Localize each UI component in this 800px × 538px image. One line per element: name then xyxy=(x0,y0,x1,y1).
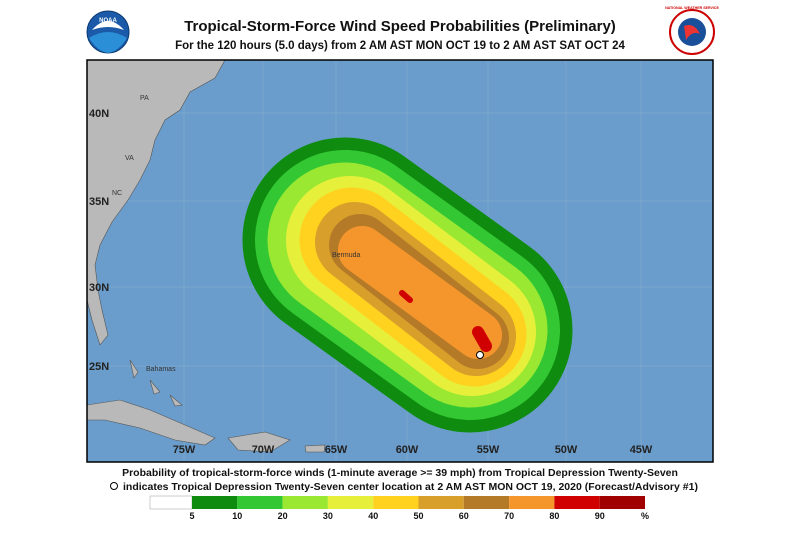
probability-cone xyxy=(242,137,573,433)
legend-label: 60 xyxy=(459,511,469,521)
subtitle: For the 120 hours (5.0 days) from 2 AM A… xyxy=(175,40,625,52)
lat-label: 35N xyxy=(89,196,109,208)
lon-label: 65W xyxy=(325,444,348,456)
lon-label: 70W xyxy=(252,444,275,456)
place-label: VA xyxy=(125,155,134,162)
legend-swatch xyxy=(282,496,328,509)
map-frame xyxy=(86,59,714,463)
footer-line: indicates Tropical Depression Twenty-Sev… xyxy=(123,481,698,493)
lon-label: 50W xyxy=(555,444,578,456)
lon-label: 55W xyxy=(477,444,500,456)
storm-center xyxy=(476,351,484,359)
center-symbol xyxy=(110,482,118,490)
lat-label: 40N xyxy=(89,108,109,120)
legend-label: 70 xyxy=(504,511,514,521)
map: PA VA NC Bermuda Bahamas 40N 35N 30N 25N… xyxy=(87,60,713,462)
lat-label: 30N xyxy=(89,282,109,294)
noaa-logo: NOAA xyxy=(86,10,130,54)
legend-swatch xyxy=(192,496,238,509)
hispaniola xyxy=(227,431,291,453)
us-coast xyxy=(87,60,226,346)
legend-swatch xyxy=(418,496,464,509)
nws-text: NATIONAL WEATHER SERVICE xyxy=(665,6,719,10)
place-label: PA xyxy=(140,95,149,102)
legend-label: 5 xyxy=(189,511,194,521)
legend-swatch xyxy=(554,496,600,509)
noaa-text: NOAA xyxy=(99,18,117,24)
lat-label: 25N xyxy=(89,361,109,373)
legend-swatch xyxy=(149,495,193,510)
puerto-rico xyxy=(304,444,326,453)
lon-label: 60W xyxy=(396,444,419,456)
legend-swatch xyxy=(463,496,510,509)
legend-label: 90 xyxy=(595,511,605,521)
bahamas xyxy=(129,359,183,407)
cuba xyxy=(87,399,216,446)
place-label: Bermuda xyxy=(332,252,361,259)
legend-label: 80 xyxy=(549,511,559,521)
legend: 5 10 20 30 40 50 60 70 80 90% xyxy=(149,495,649,521)
footer-line: Probability of tropical-storm-force wind… xyxy=(122,467,678,479)
place-label: Bahamas xyxy=(146,366,176,373)
legend-swatch xyxy=(509,496,555,509)
legend-label: 30 xyxy=(323,511,333,521)
legend-label: % xyxy=(641,511,649,521)
legend-swatch xyxy=(599,496,645,509)
legend-label: 20 xyxy=(278,511,288,521)
legend-label: 10 xyxy=(232,511,242,521)
legend-label: 40 xyxy=(368,511,378,521)
legend-label: 50 xyxy=(413,511,423,521)
title: Tropical-Storm-Force Wind Speed Probabil… xyxy=(184,18,616,35)
legend-swatch xyxy=(237,496,283,509)
place-label: NC xyxy=(112,190,122,197)
legend-swatch xyxy=(373,496,419,509)
lon-label: 75W xyxy=(173,444,196,456)
legend-swatch xyxy=(327,496,374,509)
lon-label: 45W xyxy=(630,444,653,456)
nws-logo: NATIONAL WEATHER SERVICE xyxy=(665,6,720,55)
